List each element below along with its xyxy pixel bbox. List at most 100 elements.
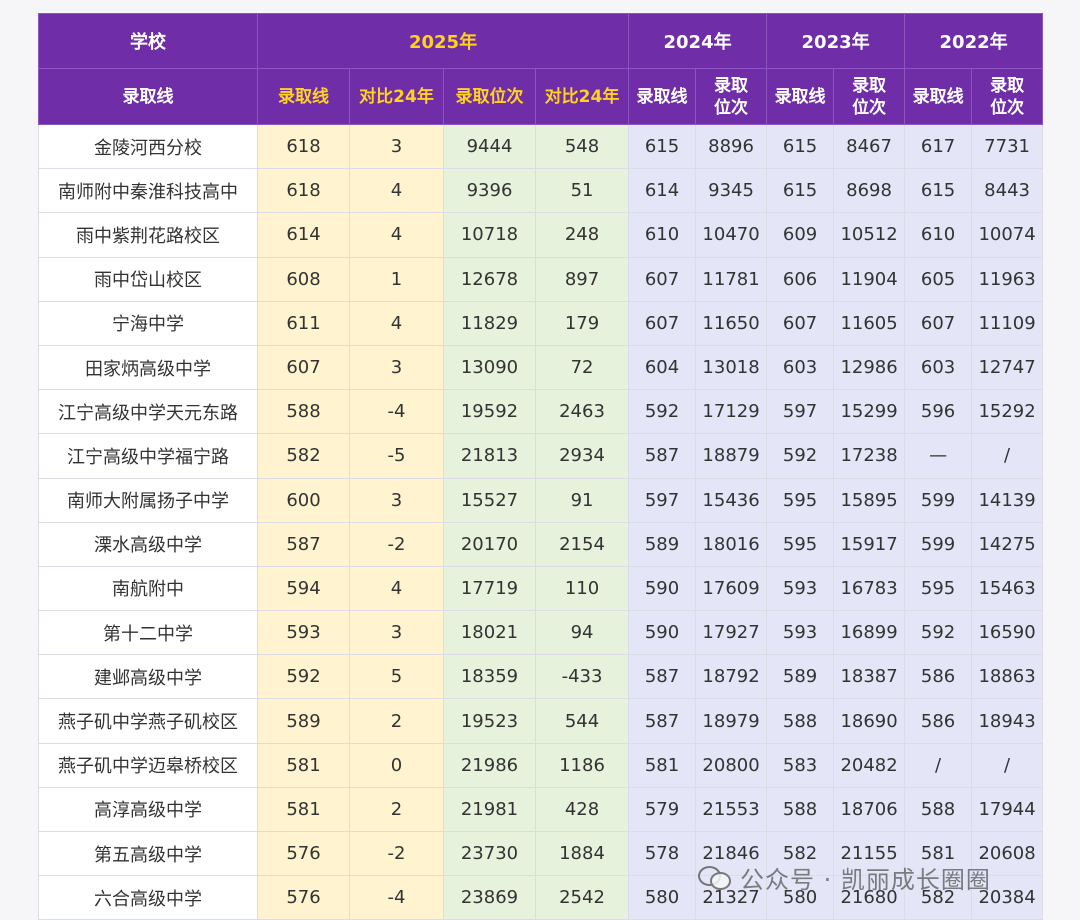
table-row: 南师大附属扬子中学 600 3 15527 91 597 15436 595 15895 599 1…: [38, 477, 1044, 523]
cell-rank-2023: 8467: [833, 123, 906, 170]
cell-rank-2022: 20384: [971, 875, 1044, 920]
cell-rank-2023: 8698: [833, 168, 906, 214]
wechat-icon: [698, 864, 732, 890]
cell-compare-rank-2025: 179: [534, 300, 630, 346]
table-row: 金陵河西分校 618 3 9444 548 615 8896 615 8467 617 7731: [38, 123, 1044, 170]
cell-rank-2025: 19523: [443, 698, 536, 744]
table-row: 第五高级中学 576 -2 23730 1884 578 21846 582 21155 581 2…: [38, 830, 1044, 877]
cell-compare-line-2025: 3: [349, 477, 444, 523]
cell-rank-2025: 12678: [443, 256, 536, 302]
cell-rank-2025: 18359: [443, 654, 536, 700]
cell-line-2025: 594: [257, 565, 350, 612]
cell-line-2024: 587: [628, 698, 697, 744]
school-name-cell: 燕子矶中学迈皋桥校区: [38, 742, 258, 788]
cell-line-2023: 607: [766, 300, 835, 346]
cell-rank-2024: 18879: [695, 433, 768, 479]
cell-rank-2022: 8443: [971, 168, 1044, 214]
cell-line-2024: 590: [628, 610, 697, 656]
cell-line-2023: 583: [766, 742, 835, 788]
table-row: 江宁高级中学福宁路 582 -5 21813 2934 587 18879 592 17238—…: [38, 433, 1044, 479]
cell-compare-line-2025: 3: [349, 123, 444, 170]
cell-compare-rank-2025: -433: [534, 654, 630, 700]
cell-line-2024: 597: [628, 477, 697, 523]
cell-compare-rank-2025: 548: [534, 123, 630, 170]
cell-line-2024: 580: [628, 875, 697, 920]
cell-line-2025: 587: [257, 521, 350, 567]
cell-line-2024: 615: [628, 123, 697, 170]
cell-compare-line-2025: 0: [349, 742, 444, 788]
cell-line-2024: 578: [628, 830, 697, 877]
table-row: 六合高级中学 576 -4 23869 2542 580 21327 580 21680 582 2…: [38, 875, 1044, 920]
cell-line-2025: 607: [257, 344, 350, 391]
admission-table-wrapper: 学校 2025年 2024年 2023年 2022年 录取线 录取线 对比24年…: [38, 13, 1044, 920]
cell-line-2023: 597: [766, 389, 835, 435]
cell-line-2024: 589: [628, 521, 697, 567]
cell-compare-line-2025: 2: [349, 698, 444, 744]
cell-line-2023: 588: [766, 786, 835, 833]
cell-rank-2024: 17609: [695, 565, 768, 612]
cell-line-2023: 606: [766, 256, 835, 302]
cell-rank-2024: 21553: [695, 786, 768, 833]
header-2025-line: 录取线: [257, 68, 350, 125]
cell-line-2022: 599: [904, 521, 973, 567]
cell-rank-2023: 18706: [833, 786, 906, 833]
header-2023-line: 录取线: [766, 68, 835, 125]
cell-rank-2023: 21155: [833, 830, 906, 877]
cell-rank-2022: 20608: [971, 830, 1044, 877]
cell-line-2023: 593: [766, 610, 835, 656]
school-name-cell: 燕子矶中学燕子矶校区: [38, 698, 258, 744]
cell-rank-2023: 15299: [833, 389, 906, 435]
cell-rank-2022: 18863: [971, 654, 1044, 700]
cell-rank-2023: 15917: [833, 521, 906, 567]
school-name-cell: 第五高级中学: [38, 830, 258, 877]
cell-compare-line-2025: 3: [349, 610, 444, 656]
cell-compare-line-2025: -4: [349, 389, 444, 435]
cell-line-2025: 618: [257, 123, 350, 170]
cell-rank-2023: 11904: [833, 256, 906, 302]
header-year-2024: 2024年: [628, 13, 768, 69]
cell-rank-2022: 7731: [971, 123, 1044, 170]
cell-rank-2024: 11781: [695, 256, 768, 302]
cell-rank-2024: 18792: [695, 654, 768, 700]
cell-rank-2024: 8896: [695, 123, 768, 170]
cell-line-2022: 605: [904, 256, 973, 302]
cell-compare-rank-2025: 94: [534, 610, 630, 656]
cell-line-2022: 615: [904, 168, 973, 214]
cell-line-2024: 579: [628, 786, 697, 833]
cell-rank-2022: 12747: [971, 344, 1044, 391]
header-2025-compare-rank: 对比24年: [534, 68, 630, 125]
header-row-years: 学校 2025年 2024年 2023年 2022年: [38, 13, 1044, 69]
cell-line-2024: 590: [628, 565, 697, 612]
cell-line-2022: /: [904, 742, 973, 788]
cell-line-2022: 592: [904, 610, 973, 656]
cell-line-2023: 595: [766, 521, 835, 567]
school-name-cell: 高淳高级中学: [38, 786, 258, 833]
school-name-cell: 金陵河西分校: [38, 123, 258, 170]
cell-line-2022: 607: [904, 300, 973, 346]
cell-line-2024: 607: [628, 300, 697, 346]
cell-compare-line-2025: 4: [349, 212, 444, 258]
cell-rank-2023: 18690: [833, 698, 906, 744]
cell-rank-2025: 15527: [443, 477, 536, 523]
cell-rank-2024: 17927: [695, 610, 768, 656]
cell-line-2025: 588: [257, 389, 350, 435]
cell-line-2022: 588: [904, 786, 973, 833]
cell-line-2025: 581: [257, 786, 350, 833]
cell-rank-2025: 23730: [443, 830, 536, 877]
cell-line-2022: 596: [904, 389, 973, 435]
cell-compare-rank-2025: 2154: [534, 521, 630, 567]
cell-rank-2024: 11650: [695, 300, 768, 346]
cell-compare-rank-2025: 544: [534, 698, 630, 744]
cell-rank-2025: 13090: [443, 344, 536, 391]
cell-line-2024: 587: [628, 654, 697, 700]
admission-score-table: 学校 2025年 2024年 2023年 2022年 录取线 录取线 对比24年…: [38, 13, 1044, 920]
cell-rank-2023: 18387: [833, 654, 906, 700]
table-row: 燕子矶中学迈皋桥校区 581 0 21986 1186 581 20800 583 20482/…: [38, 742, 1044, 788]
cell-line-2025: 614: [257, 212, 350, 258]
cell-compare-rank-2025: 2934: [534, 433, 630, 479]
school-name-cell: 六合高级中学: [38, 875, 258, 920]
cell-rank-2025: 20170: [443, 521, 536, 567]
cell-rank-2023: 15895: [833, 477, 906, 523]
cell-rank-2025: 21981: [443, 786, 536, 833]
cell-rank-2025: 19592: [443, 389, 536, 435]
